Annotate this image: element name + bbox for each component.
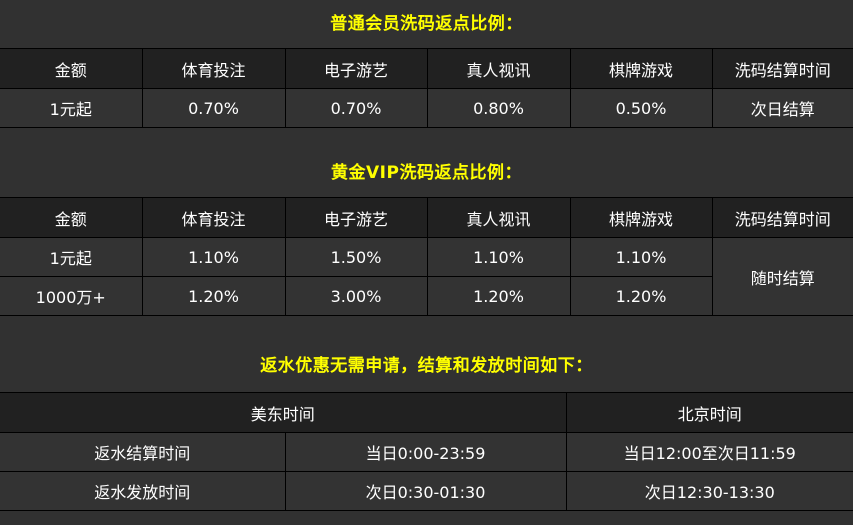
header-slots: 电子游艺 bbox=[284, 197, 428, 238]
table-row: 返水结算时间 当日0:00-23:59 当日12:00至次日11:59 bbox=[0, 432, 853, 472]
header-sports-bet: 体育投注 bbox=[141, 197, 286, 238]
gold-vip-rate-table: 金额 体育投注 电子游艺 真人视讯 棋牌游戏 洗码结算时间 1元起 1.10% … bbox=[0, 197, 853, 316]
cell-amount: 1元起 bbox=[0, 237, 143, 277]
header-chess-games: 棋牌游戏 bbox=[569, 48, 713, 89]
cell-amount: 1元起 bbox=[0, 88, 143, 128]
header-sports-bet: 体育投注 bbox=[141, 48, 286, 89]
section-title-gold-vip: 黄金VIP洗码返点比例： bbox=[331, 163, 522, 183]
header-beijing-time: 北京时间 bbox=[565, 392, 853, 433]
cell-beijing-time: 次日12:30-13:30 bbox=[565, 471, 853, 511]
cell-chess-games: 1.10% bbox=[569, 237, 713, 277]
table-header-row: 金额 体育投注 电子游艺 真人视讯 棋牌游戏 洗码结算时间 bbox=[0, 197, 853, 238]
cell-eastern-time: 当日0:00-23:59 bbox=[284, 432, 567, 472]
payout-schedule-table: 美东时间 北京时间 返水结算时间 当日0:00-23:59 当日12:00至次日… bbox=[0, 392, 853, 511]
cell-row-label: 返水发放时间 bbox=[0, 471, 286, 511]
cell-slots: 3.00% bbox=[284, 276, 428, 316]
table-header-row: 美东时间 北京时间 bbox=[0, 392, 853, 433]
cell-settle-time: 次日结算 bbox=[711, 88, 853, 128]
table-row: 1元起 0.70% 0.70% 0.80% 0.50% 次日结算 bbox=[0, 88, 853, 128]
header-eastern-time: 美东时间 bbox=[0, 392, 567, 433]
cell-sports-bet: 1.20% bbox=[141, 276, 286, 316]
cell-row-label: 返水结算时间 bbox=[0, 432, 286, 472]
header-slots: 电子游艺 bbox=[284, 48, 428, 89]
cell-chess-games: 1.20% bbox=[569, 276, 712, 316]
cell-slots: 0.70% bbox=[284, 88, 428, 128]
cell-sports-bet: 1.10% bbox=[141, 237, 286, 277]
cell-live-casino: 0.80% bbox=[426, 88, 571, 128]
table-row: 1000万+ 1.20% 3.00% 1.20% 1.20% bbox=[0, 276, 853, 316]
normal-member-rate-table: 金额 体育投注 电子游艺 真人视讯 棋牌游戏 洗码结算时间 1元起 0.70% … bbox=[0, 48, 853, 128]
cell-amount: 1000万+ bbox=[0, 276, 143, 316]
header-settle-time: 洗码结算时间 bbox=[711, 48, 853, 89]
header-live-casino: 真人视讯 bbox=[426, 197, 571, 238]
cell-live-casino: 1.20% bbox=[426, 276, 571, 316]
cell-live-casino: 1.10% bbox=[426, 237, 571, 277]
table-row: 1元起 1.10% 1.50% 1.10% 1.10% 随时结算 bbox=[0, 237, 853, 316]
table-row: 返水发放时间 次日0:30-01:30 次日12:30-13:30 bbox=[0, 471, 853, 511]
header-chess-games: 棋牌游戏 bbox=[569, 197, 713, 238]
table-header-row: 金额 体育投注 电子游艺 真人视讯 棋牌游戏 洗码结算时间 bbox=[0, 48, 853, 89]
cell-chess-games: 0.50% bbox=[569, 88, 713, 128]
header-amount: 金额 bbox=[0, 48, 143, 89]
header-settle-time: 洗码结算时间 bbox=[711, 197, 853, 238]
cell-eastern-time: 次日0:30-01:30 bbox=[284, 471, 567, 511]
cell-settle-time-merged: 随时结算 bbox=[711, 237, 853, 316]
section-title-normal-member: 普通会员洗码返点比例： bbox=[330, 14, 523, 34]
cell-sports-bet: 0.70% bbox=[141, 88, 286, 128]
section-title-payout-schedule: 返水优惠无需申请，结算和发放时间如下： bbox=[260, 356, 593, 376]
cell-slots: 1.50% bbox=[284, 237, 428, 277]
cell-beijing-time: 当日12:00至次日11:59 bbox=[565, 432, 853, 472]
header-amount: 金额 bbox=[0, 197, 143, 238]
header-live-casino: 真人视讯 bbox=[426, 48, 571, 89]
